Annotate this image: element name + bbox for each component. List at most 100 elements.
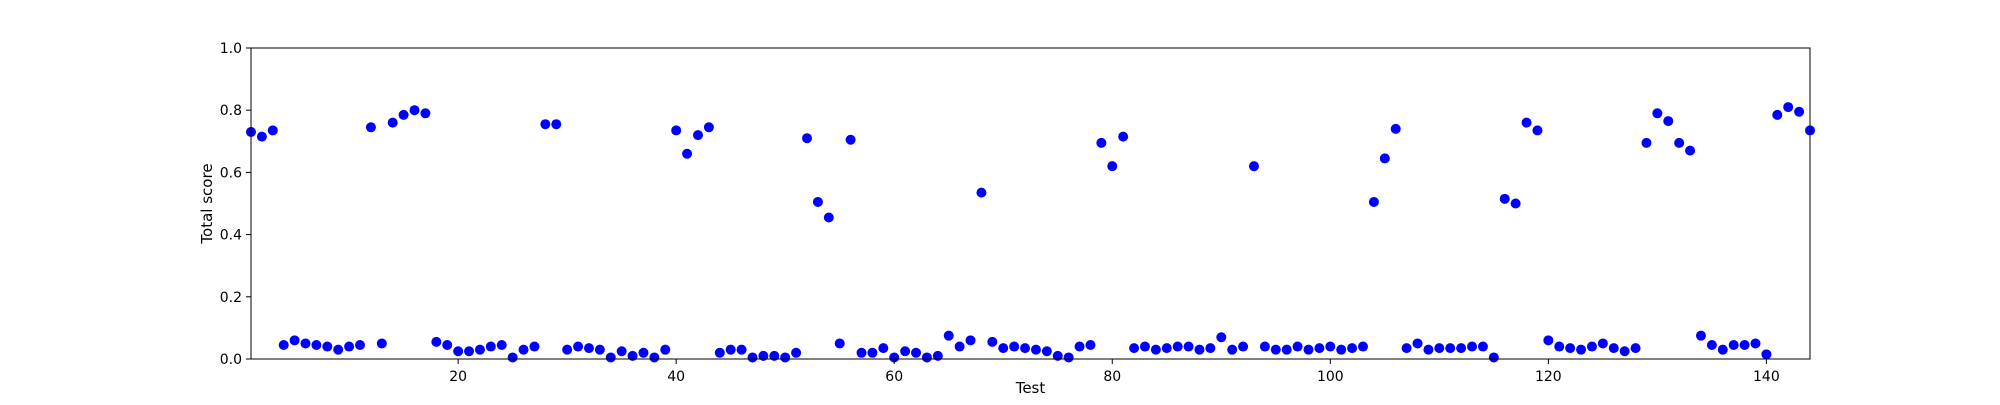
y-axis-label: Total score: [198, 163, 216, 244]
y-tick-label: 1.0: [220, 41, 242, 57]
data-point: [1728, 340, 1739, 350]
x-tick-label: 120: [1535, 369, 1562, 385]
data-point: [1794, 106, 1805, 117]
data-point: [1194, 344, 1205, 355]
plot-frame: [250, 47, 1811, 360]
data-point: [1030, 344, 1041, 355]
data-point: [1118, 131, 1129, 142]
data-point: [998, 343, 1009, 354]
data-point: [616, 346, 627, 357]
data-point: [1227, 344, 1238, 355]
data-point: [692, 130, 703, 141]
data-point: [551, 119, 562, 130]
data-point: [1586, 341, 1597, 352]
data-point: [1063, 352, 1074, 363]
data-point: [1521, 117, 1532, 128]
data-point: [485, 341, 496, 352]
data-point: [398, 109, 409, 120]
data-point: [736, 344, 747, 355]
data-point: [1107, 161, 1118, 172]
y-tick-label: 0.2: [220, 290, 242, 306]
data-point: [1706, 340, 1717, 350]
data-point: [649, 352, 660, 363]
data-point: [1467, 341, 1478, 352]
data-point: [780, 352, 791, 363]
data-point: [1314, 343, 1325, 354]
data-point: [1336, 344, 1347, 355]
data-point: [562, 344, 573, 355]
data-point: [834, 338, 845, 349]
data-point: [682, 148, 693, 159]
data-point: [256, 131, 267, 142]
data-point: [322, 341, 333, 352]
y-axis: 0.0 0.2 0.4 0.6 0.8 1.0: [220, 41, 251, 368]
data-point: [867, 347, 878, 358]
data-point: [1139, 341, 1150, 352]
data-point: [376, 338, 387, 349]
data-point: [889, 352, 900, 363]
data-point: [1663, 116, 1674, 127]
data-point: [1205, 343, 1216, 354]
x-tick-label: 100: [1317, 369, 1344, 385]
data-point: [1216, 332, 1227, 343]
data-point: [573, 341, 584, 352]
data-point: [355, 340, 366, 350]
data-point: [1783, 102, 1794, 113]
data-point: [1325, 341, 1336, 352]
data-point: [1085, 340, 1096, 350]
data-point: [442, 340, 453, 350]
data-point: [1009, 341, 1020, 352]
data-point: [1532, 125, 1543, 136]
data-point: [1379, 153, 1390, 164]
data-point: [365, 122, 376, 133]
data-point: [791, 347, 802, 358]
data-point: [1238, 341, 1249, 352]
data-point: [845, 134, 856, 145]
data-point: [638, 347, 649, 358]
data-point: [1641, 137, 1652, 148]
data-point: [1281, 344, 1292, 355]
points-layer: [246, 102, 1815, 363]
data-point: [453, 346, 464, 357]
data-point: [1096, 137, 1107, 148]
data-point: [976, 187, 987, 198]
data-point: [1739, 340, 1750, 350]
data-point: [856, 347, 867, 358]
data-point: [1161, 343, 1172, 354]
data-point: [1619, 346, 1630, 357]
data-point: [1129, 343, 1140, 354]
data-point: [1772, 109, 1783, 120]
data-point: [1499, 193, 1510, 204]
data-point: [1652, 108, 1663, 119]
data-point: [1412, 338, 1423, 349]
y-tick-label: 0.0: [220, 352, 242, 368]
data-point: [518, 344, 529, 355]
data-point: [474, 344, 485, 355]
data-point: [1303, 344, 1314, 355]
data-point: [507, 352, 518, 363]
data-point: [1270, 344, 1281, 355]
data-point: [594, 344, 605, 355]
data-point: [1052, 350, 1063, 361]
data-point: [660, 344, 671, 355]
data-point: [1543, 335, 1554, 346]
x-tick-label: 40: [667, 369, 685, 385]
data-point: [496, 340, 507, 350]
data-point: [1150, 344, 1161, 355]
data-point: [812, 196, 823, 207]
data-point: [1554, 341, 1565, 352]
data-point: [409, 105, 420, 116]
x-axis-label: Test: [1015, 379, 1046, 397]
data-point: [605, 352, 616, 363]
data-point: [1695, 330, 1706, 341]
data-point: [725, 344, 736, 355]
x-tick-label: 140: [1753, 369, 1780, 385]
data-point: [1597, 338, 1608, 349]
data-point: [344, 341, 355, 352]
data-point: [911, 347, 922, 358]
data-point: [932, 350, 943, 361]
data-point: [1477, 341, 1488, 352]
data-point: [420, 108, 431, 119]
data-point: [987, 336, 998, 347]
